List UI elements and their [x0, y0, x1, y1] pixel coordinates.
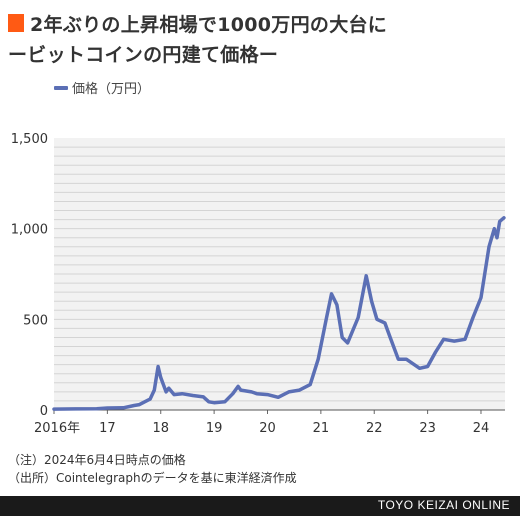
chart-subtitle: ービットコインの円建て価格ー: [8, 43, 279, 66]
notes: （注）2024年6月4日時点の価格 （出所）Cointelegraphのデータを…: [8, 451, 297, 487]
x-tick-label: 21: [313, 421, 330, 436]
title-marker: [8, 14, 24, 32]
legend-swatch: [54, 85, 68, 90]
x-tick-label: 19: [206, 421, 223, 436]
x-tick-label: 18: [152, 421, 169, 436]
legend: 価格（万円）: [54, 78, 150, 97]
title-line-1: 2年ぶりの上昇相場で1000万円の大台に: [8, 8, 387, 38]
footer-brand: TOYO KEIZAI ONLINE: [377, 498, 510, 512]
x-tick-label: 22: [366, 421, 383, 436]
chart-title: 2年ぶりの上昇相場で1000万円の大台に: [30, 13, 388, 36]
legend-label: 価格（万円）: [72, 82, 151, 97]
note-text: （注）2024年6月4日時点の価格: [8, 453, 186, 467]
y-tick-label: 0: [40, 404, 48, 419]
x-tick-label: 17: [99, 421, 116, 436]
x-tick-label: 24: [473, 421, 490, 436]
series-line: [52, 216, 506, 411]
y-tick-label: 1,000: [11, 223, 48, 238]
x-tick-label: 20: [259, 421, 276, 436]
title-line-2: ービットコインの円建て価格ー: [8, 38, 387, 68]
footer-bar: TOYO KEIZAI ONLINE: [0, 496, 520, 516]
y-tick-label: 1,500: [11, 132, 48, 147]
x-tick-label: 2016年: [34, 421, 80, 436]
x-tick-label: 23: [419, 421, 436, 436]
source-text: （出所）Cointelegraphのデータを基に東洋経済作成: [8, 471, 297, 485]
title-block: 2年ぶりの上昇相場で1000万円の大台に ービットコインの円建て価格ー: [8, 8, 387, 68]
y-tick-label: 500: [23, 313, 48, 328]
